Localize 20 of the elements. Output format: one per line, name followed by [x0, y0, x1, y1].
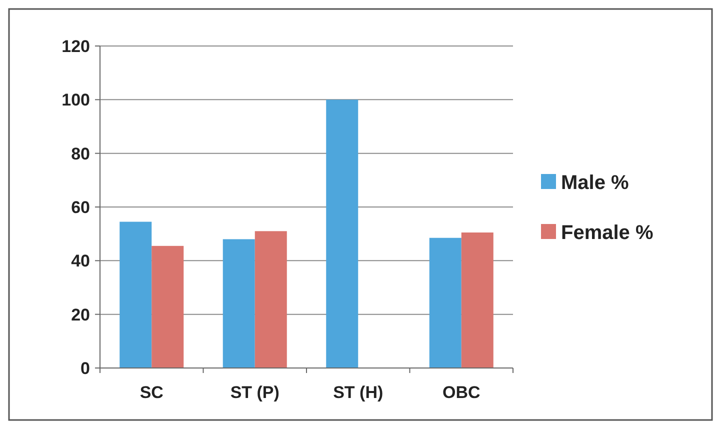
y-tick-label: 20 — [71, 305, 90, 324]
y-tick-label: 60 — [71, 198, 90, 217]
x-tick-label: ST (H) — [333, 383, 384, 402]
bar — [429, 238, 462, 368]
bar — [254, 231, 287, 368]
y-tick-label: 100 — [62, 90, 90, 110]
x-tick-label: SC — [140, 383, 164, 402]
bar — [461, 232, 494, 368]
bar — [120, 222, 152, 368]
y-tick-label: 0 — [80, 358, 90, 378]
bar — [152, 246, 184, 368]
y-tick-label: 120 — [62, 36, 90, 56]
y-tick-label: 80 — [71, 144, 90, 164]
bar — [326, 100, 358, 368]
legend-label: Female % — [561, 222, 654, 244]
bar — [222, 239, 255, 368]
y-tick-label: 40 — [71, 252, 90, 271]
x-tick-label: OBC — [442, 383, 480, 402]
x-tick-label: ST (P) — [230, 383, 280, 402]
legend-label: Male % — [561, 172, 630, 194]
